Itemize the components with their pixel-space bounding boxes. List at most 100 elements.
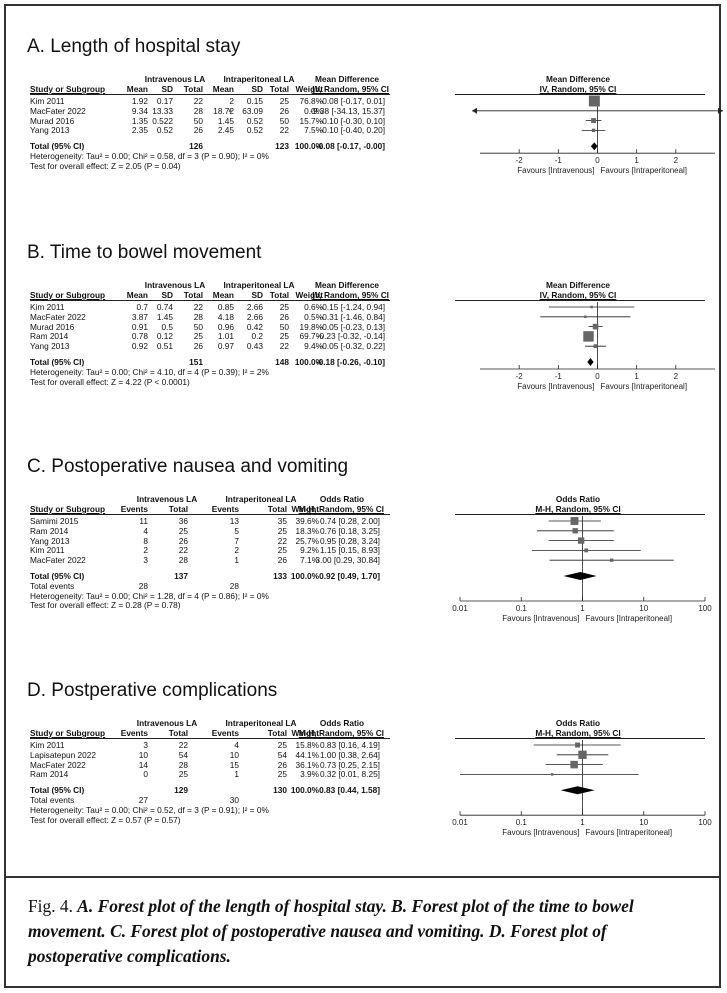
plot-method-header: M-H, Random, 95% CI [535, 504, 621, 514]
col-header: Total [267, 728, 287, 738]
effect-method-header: M-H, Random, 95% CI [298, 504, 384, 514]
group1-cell: 0.522 [152, 115, 173, 126]
total-effect: 0.92 [0.49, 1.70] [319, 571, 380, 581]
group2-cell: 13 [229, 516, 239, 526]
caption-divider [4, 876, 721, 878]
col-header: Weight [291, 504, 320, 514]
total-n2: 148 [275, 357, 289, 367]
effect-cell: 0.74 [0.28, 2.00] [320, 516, 380, 526]
study-square [591, 118, 597, 124]
study-square [570, 760, 578, 769]
total-label: Total (95% CI) [30, 357, 85, 367]
x-tick-label: 1 [580, 818, 585, 827]
total-label: Total (95% CI) [30, 571, 85, 581]
panel-title: D. Postperative complications [27, 680, 278, 701]
group2-cell: 26 [279, 105, 289, 116]
total-n2: 130 [273, 785, 287, 796]
group2-cell: 2.66 [246, 311, 263, 322]
group1-header: Intravenous LA [144, 280, 206, 290]
group1-cell: 3 [143, 740, 148, 750]
group2-cell: 22 [279, 341, 289, 352]
group2-cell: 25 [277, 545, 287, 556]
x-tick-label: 1 [634, 372, 639, 381]
group2-cell: 1 [234, 769, 239, 780]
study-square [590, 305, 593, 309]
group2-cell: 50 [279, 321, 289, 332]
group1-cell: 9.34 [131, 105, 148, 116]
favours-left-label: Favours [Intravenous] [502, 614, 579, 623]
weight-cell: 0.6% [304, 302, 323, 312]
study-name: Murad 2016 [30, 115, 75, 126]
figure-caption: Fig. 4. A. Forest plot of the length of … [28, 894, 698, 969]
favours-left-label: Favours [Intravenous] [502, 828, 579, 837]
effect-group-header: Odds Ratio [319, 494, 365, 504]
group2-cell: 54 [277, 749, 287, 760]
caption-prefix: Fig. 4. [28, 896, 78, 916]
study-name: Murad 2016 [30, 321, 75, 332]
weight-cell: 19.8% [299, 321, 323, 332]
group1-cell: 8 [143, 535, 148, 546]
group2-cell: 0.52 [246, 115, 263, 126]
group2-cell: 7 [234, 535, 239, 546]
header-rule [30, 94, 390, 95]
effect-cell: -0.15 [-1.24, 0.94] [319, 302, 386, 312]
effect-cell: 0.73 [0.25, 2.15] [320, 759, 380, 770]
study-name: Yang 2013 [30, 125, 70, 136]
group1-cell: 2.35 [131, 125, 148, 136]
group1-cell: 22 [178, 545, 188, 556]
col-header: Total [183, 84, 203, 94]
col-header: SD [251, 290, 263, 300]
group1-cell: 0 [143, 769, 148, 780]
total-events-2: 30 [229, 795, 239, 805]
group1-header: Intravenous LA [136, 718, 198, 728]
x-tick-label: 0.01 [452, 818, 468, 827]
group2-cell: 5 [234, 525, 239, 536]
group2-cell: 35 [277, 516, 287, 526]
group1-cell: 14 [138, 759, 148, 770]
study-name: Kim 2011 [30, 302, 65, 312]
weight-cell: 39.6% [295, 516, 319, 526]
group2-cell: 0.43 [246, 341, 263, 352]
group2-cell: 0.52 [246, 125, 263, 136]
x-tick-label: 10 [639, 604, 648, 613]
favours-left-label: Favours [Intravenous] [517, 382, 594, 391]
study-square [575, 742, 581, 748]
group2-cell: 4.18 [217, 311, 234, 322]
group1-cell: 26 [178, 535, 188, 546]
study-square [592, 323, 599, 330]
weight-cell: 76.8% [299, 96, 323, 106]
group1-cell: 28 [178, 555, 188, 566]
group2-cell: 50 [279, 115, 289, 126]
col-header: Weight [295, 84, 324, 94]
study-square [550, 773, 554, 776]
total-n2: 133 [273, 571, 287, 581]
group2-cell: 2 [229, 96, 234, 106]
study-name: Ram 2014 [30, 331, 69, 342]
total-events-label: Total events [30, 795, 75, 805]
col-header: Weight [295, 290, 324, 300]
group1-cell: 0.78 [131, 331, 148, 342]
total-weight: 100.0% [294, 357, 323, 367]
group2-cell: 15 [229, 759, 239, 770]
favours-right-label: Favours [Intraperitoneal] [600, 382, 687, 391]
total-label: Total (95% CI) [30, 785, 85, 796]
group2-cell: 0.85 [217, 302, 234, 312]
group1-cell: 0.74 [156, 302, 173, 312]
group1-cell: 50 [193, 115, 203, 126]
study-square [584, 548, 589, 553]
study-name: MacFater 2022 [30, 311, 86, 322]
group1-cell: 10 [138, 749, 148, 760]
x-tick-label: 0.01 [452, 604, 468, 613]
group2-cell: 10 [229, 749, 239, 760]
weight-cell: 15.7% [299, 115, 323, 126]
study-name: Ram 2014 [30, 769, 69, 780]
group2-cell: 22 [279, 125, 289, 136]
group1-cell: 25 [178, 769, 188, 780]
col-header: Total [267, 504, 287, 514]
effect-method-header: IV, Random, 95% CI [312, 84, 389, 94]
favours-right-label: Favours [Intraperitoneal] [600, 166, 687, 175]
forest-plot: -2 -1 0 1 2 Favours [Intravenous] Favours [Int… [480, 301, 715, 391]
col-header: Total [183, 290, 203, 300]
effect-cell: 0.95 [0.28, 3.24] [320, 535, 380, 546]
col-header: Weight [291, 728, 320, 738]
